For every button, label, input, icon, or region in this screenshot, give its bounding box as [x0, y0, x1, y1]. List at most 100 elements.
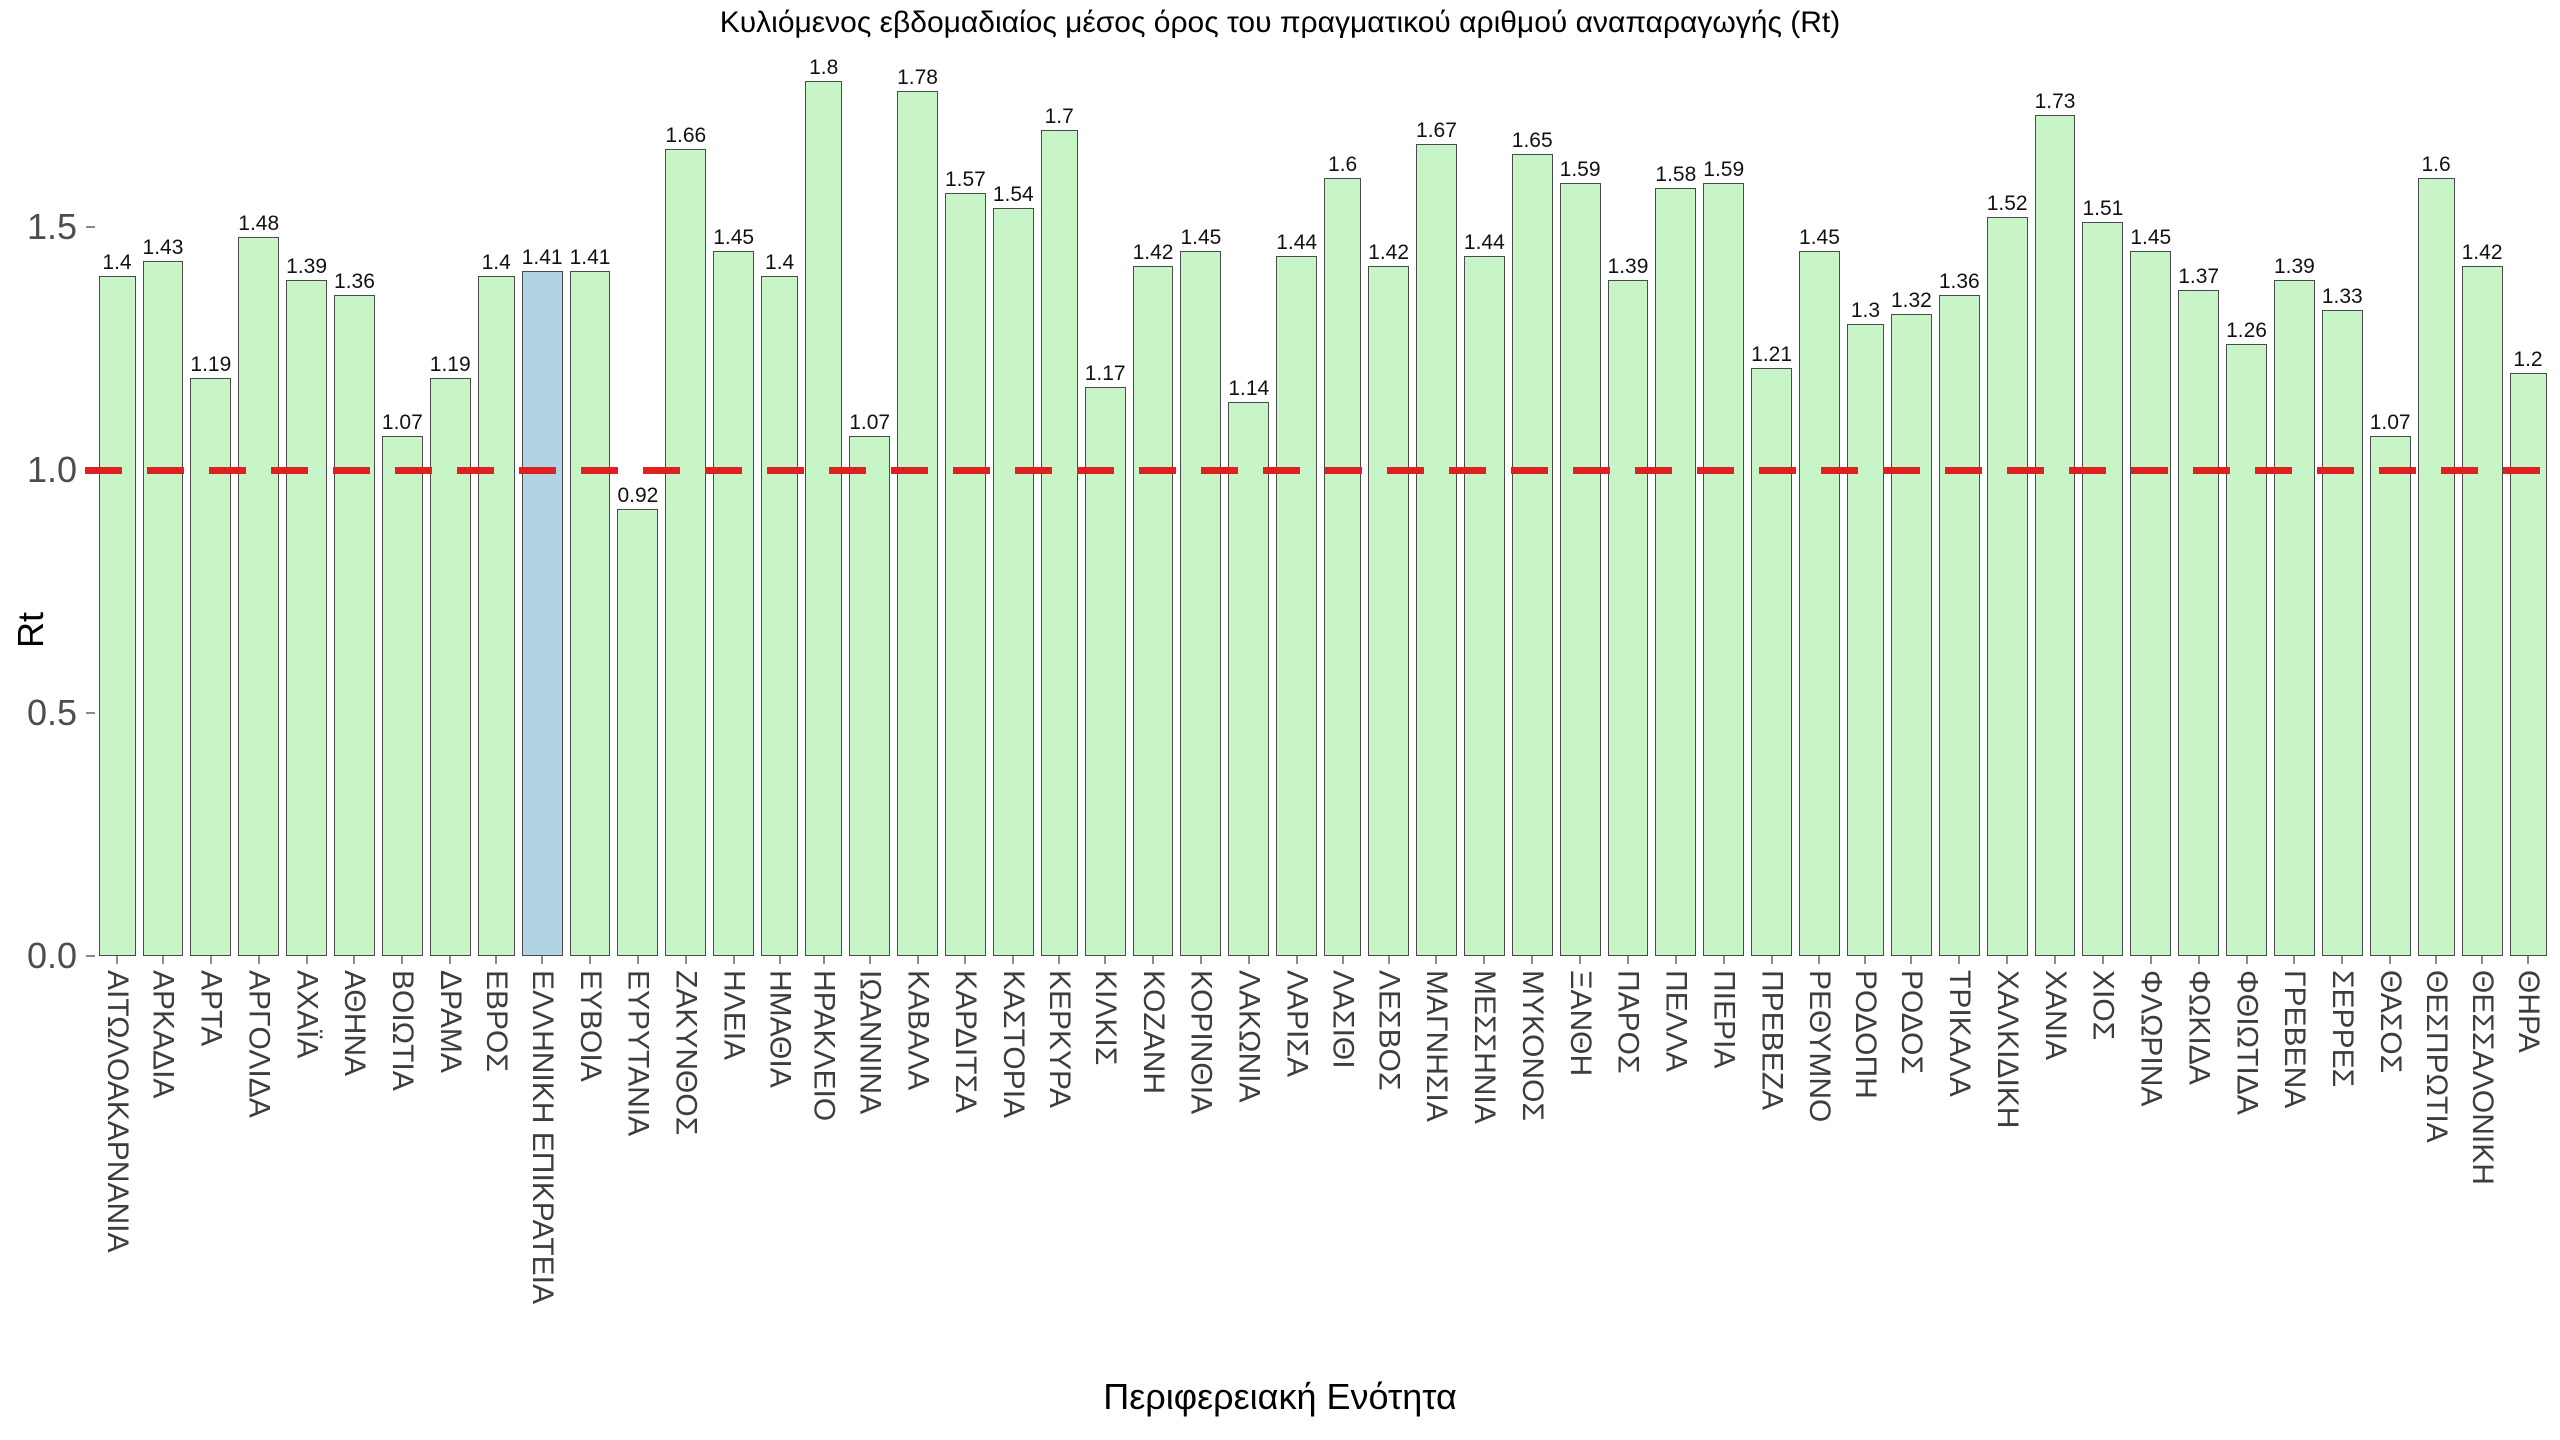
bar-slot: 1.21 ΠΡΕΒΕΖΑ: [1751, 56, 1793, 1110]
bar-value-label: 1.36: [334, 270, 375, 293]
bar: [190, 378, 232, 956]
bar-slot: 1.6 ΘΕΣΠΡΩΤΙΑ: [2417, 56, 2455, 1143]
bar-slot: 1.32 ΡΟΔΟΣ: [1890, 56, 1932, 1074]
x-tick-label-text: ΚΑΡΔΙΤΣΑ: [949, 970, 983, 1114]
x-tick-label-text: ΚΑΒΑΛΑ: [901, 970, 935, 1091]
bar-value-label: 1.43: [142, 236, 184, 259]
bar: [1655, 188, 1697, 956]
bar-slot: 1.78 ΚΑΒΑΛΑ: [897, 56, 938, 1090]
x-tick-label-text: ΠΕΛΛΑ: [1659, 970, 1693, 1072]
bar-value-label: 1.44: [1276, 231, 1318, 254]
bar-slot: 1.36 ΤΡΙΚΑΛΑ: [1938, 56, 1980, 1097]
bar-value-label: 1.59: [1559, 158, 1601, 181]
x-tick-mark: [1818, 956, 1821, 964]
bar: [2130, 251, 2172, 956]
bar-value-label: 1.17: [1084, 362, 1126, 385]
x-tick-label: ΡΟΔΟΣ: [1891, 970, 1932, 1370]
y-tick-mark: [86, 955, 95, 957]
y-tick-label: 1.0: [26, 449, 77, 490]
bar-value-label: 1.21: [1751, 343, 1793, 366]
bar: [1180, 251, 1222, 956]
x-tick-mark: [449, 956, 452, 964]
x-tick-label: ΘΕΣΣΑΛΟΝΙΚΗ: [2462, 970, 2503, 1370]
x-tick-label: ΞΑΝΘΗ: [1560, 970, 1601, 1370]
bar: [98, 276, 136, 956]
bar-value-label: 1.45: [1180, 226, 1222, 249]
bar: [665, 149, 707, 956]
x-tick-mark: [1958, 956, 1961, 964]
bar-value-label: 1.65: [1511, 129, 1553, 152]
bar-value-label: 1.44: [1463, 231, 1505, 254]
bar-value-label: 1.3: [1850, 299, 1881, 322]
bar: [761, 276, 799, 956]
x-tick-label: ΕΥΡΥΤΑΝΙΑ: [617, 970, 658, 1370]
x-tick-label: ΕΒΡΟΣ: [478, 970, 515, 1370]
bar-value-label: 1.26: [2226, 319, 2267, 342]
bar-value-label: 1.39: [1607, 255, 1649, 278]
x-tick-label-text: ΑΘΗΝΑ: [338, 970, 372, 1077]
bar-value-label: 1.42: [2461, 241, 2503, 264]
bar: [2321, 310, 2363, 956]
x-tick-mark: [1387, 956, 1390, 964]
bar: [334, 295, 375, 956]
y-tick-mark: [86, 712, 95, 714]
reference-line-rt1: [85, 466, 2556, 474]
bar-slot: 1.59 ΞΑΝΘΗ: [1559, 56, 1601, 1076]
x-tick-label-text: ΕΥΡΥΤΑΝΙΑ: [621, 970, 655, 1137]
x-tick-label: ΚΑΣΤΟΡΙΑ: [993, 970, 1034, 1370]
x-tick-label: ΛΑΡΙΣΑ: [1276, 970, 1317, 1370]
x-tick-mark: [2341, 956, 2344, 964]
x-tick-label-text: ΘΕΣΣΑΛΟΝΙΚΗ: [2465, 970, 2499, 1185]
x-tick-mark: [2435, 956, 2438, 964]
bar-slot: 1.44 ΜΕΣΣΗΝΙΑ: [1463, 56, 1505, 1124]
bar-slot: 0.92 ΕΥΡΥΤΑΝΙΑ: [617, 56, 659, 1136]
x-tick-label: ΕΥΒΟΙΑ: [570, 970, 611, 1370]
x-tick-mark: [2389, 956, 2392, 964]
x-tick-label-text: ΘΕΣΠΡΩΤΙΑ: [2419, 970, 2453, 1143]
x-tick-mark: [2054, 956, 2057, 964]
bar-value-label: 1.41: [521, 246, 563, 269]
bar-slot: 1.45 ΦΛΩΡΙΝΑ: [2130, 56, 2172, 1106]
bar: [2178, 290, 2220, 956]
x-tick-label-text: ΓΡΕΒΕΝΑ: [2278, 970, 2312, 1109]
bar-slot: 1.41 ΕΛΛΗΝΙΚΗ ΕΠΙΚΡΑΤΕΙΑ: [521, 56, 563, 1304]
bar-slot: 1.65 ΜΥΚΟΝΟΣ: [1511, 56, 1553, 1121]
x-tick-label: ΚΕΡΚΥΡΑ: [1041, 970, 1078, 1370]
y-tick-label: 0.5: [26, 692, 77, 733]
chart-title: Κυλιόμενος εβδομαδιαίος μέσος όρος του π…: [719, 6, 1841, 39]
x-tick-label: ΠΑΡΟΣ: [1608, 970, 1649, 1370]
x-tick-label: ΡΟΔΟΠΗ: [1847, 970, 1884, 1370]
x-tick-label: ΚΑΡΔΙΤΣΑ: [945, 970, 986, 1370]
x-tick-mark: [2245, 956, 2248, 964]
x-tick-label-text: ΔΡΑΜΑ: [433, 970, 467, 1073]
bar-slot: 1.67 ΜΑΓΝΗΣΙΑ: [1416, 56, 1457, 1122]
x-tick-mark: [1910, 956, 1913, 964]
bar-value-label: 1.7: [1044, 105, 1074, 128]
bar: [2461, 266, 2503, 956]
x-tick-label-text: ΘΑΣΟΣ: [2373, 970, 2407, 1074]
bar-slot: 1.73 ΧΑΝΙΑ: [2034, 56, 2076, 1060]
x-tick-label-text: ΗΛΕΙΑ: [717, 970, 751, 1061]
bar-highlighted: [521, 271, 563, 956]
x-tick-label: ΑΧΑΪΑ: [286, 970, 327, 1370]
bar-slot: 1.37 ΦΩΚΙΔΑ: [2178, 56, 2220, 1085]
bar-value-label: 1.19: [190, 353, 232, 376]
x-tick-label: ΡΕΘΥΜΝΟ: [1799, 970, 1840, 1370]
x-tick-label-text: ΤΡΙΚΑΛΑ: [1943, 970, 1977, 1097]
bar-slot: 1.44 ΛΑΡΙΣΑ: [1276, 56, 1318, 1077]
x-tick-label: ΖΑΚΥΝΘΟΣ: [665, 970, 706, 1370]
x-tick-label: ΦΘΙΩΤΙΔΑ: [2226, 970, 2267, 1370]
x-tick-mark: [1674, 956, 1677, 964]
bar: [2509, 373, 2547, 956]
x-tick-label: ΧΙΟΣ: [2082, 970, 2123, 1370]
x-tick-label-text: ΣΕΡΡΕΣ: [2326, 970, 2360, 1088]
bar: [1463, 256, 1505, 956]
x-tick-label: ΧΑΛΚΙΔΙΚΗ: [1987, 970, 2028, 1370]
bar: [1368, 266, 1410, 956]
bar: [142, 261, 184, 956]
bar: [1084, 387, 1126, 956]
x-tick-label-text: ΕΛΛΗΝΙΚΗ ΕΠΙΚΡΑΤΕΙΑ: [525, 970, 559, 1305]
x-tick-label-text: ΑΡΤΑ: [194, 970, 228, 1047]
x-tick-mark: [401, 956, 404, 964]
bar: [477, 276, 515, 956]
